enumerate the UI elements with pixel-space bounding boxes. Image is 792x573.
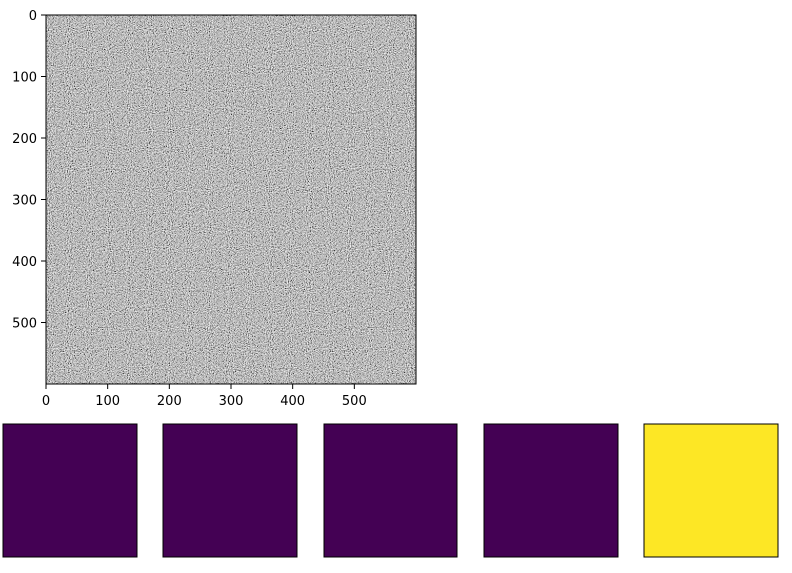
y-tick-label: 500 [12,317,37,332]
colormap-panels [2,423,779,558]
noise-image [46,15,416,384]
x-tick-label: 200 [157,394,182,409]
y-tick-label: 0 [29,9,37,24]
y-tick-label: 200 [12,132,37,147]
y-tick-label: 100 [12,71,37,86]
colormap-panel-2 [162,423,298,558]
noise-image-axes: 0 100 200 300 400 500 0 100 200 300 400 500 [12,9,417,409]
y-tick-label: 300 [12,194,37,209]
y-tick-label: 400 [12,255,37,270]
x-tick-label: 500 [342,394,367,409]
y-axis-ticks: 0 100 200 300 400 500 [12,9,46,332]
x-tick-label: 300 [219,394,244,409]
x-tick-label: 400 [280,394,305,409]
colormap-panel-5 [643,423,779,558]
x-tick-label: 0 [42,394,50,409]
x-tick-label: 100 [95,394,120,409]
colormap-panel-1 [2,423,138,558]
colormap-panel-3 [323,423,458,558]
colormap-panel-4 [483,423,619,558]
x-axis-ticks: 0 100 200 300 400 500 [42,384,367,409]
